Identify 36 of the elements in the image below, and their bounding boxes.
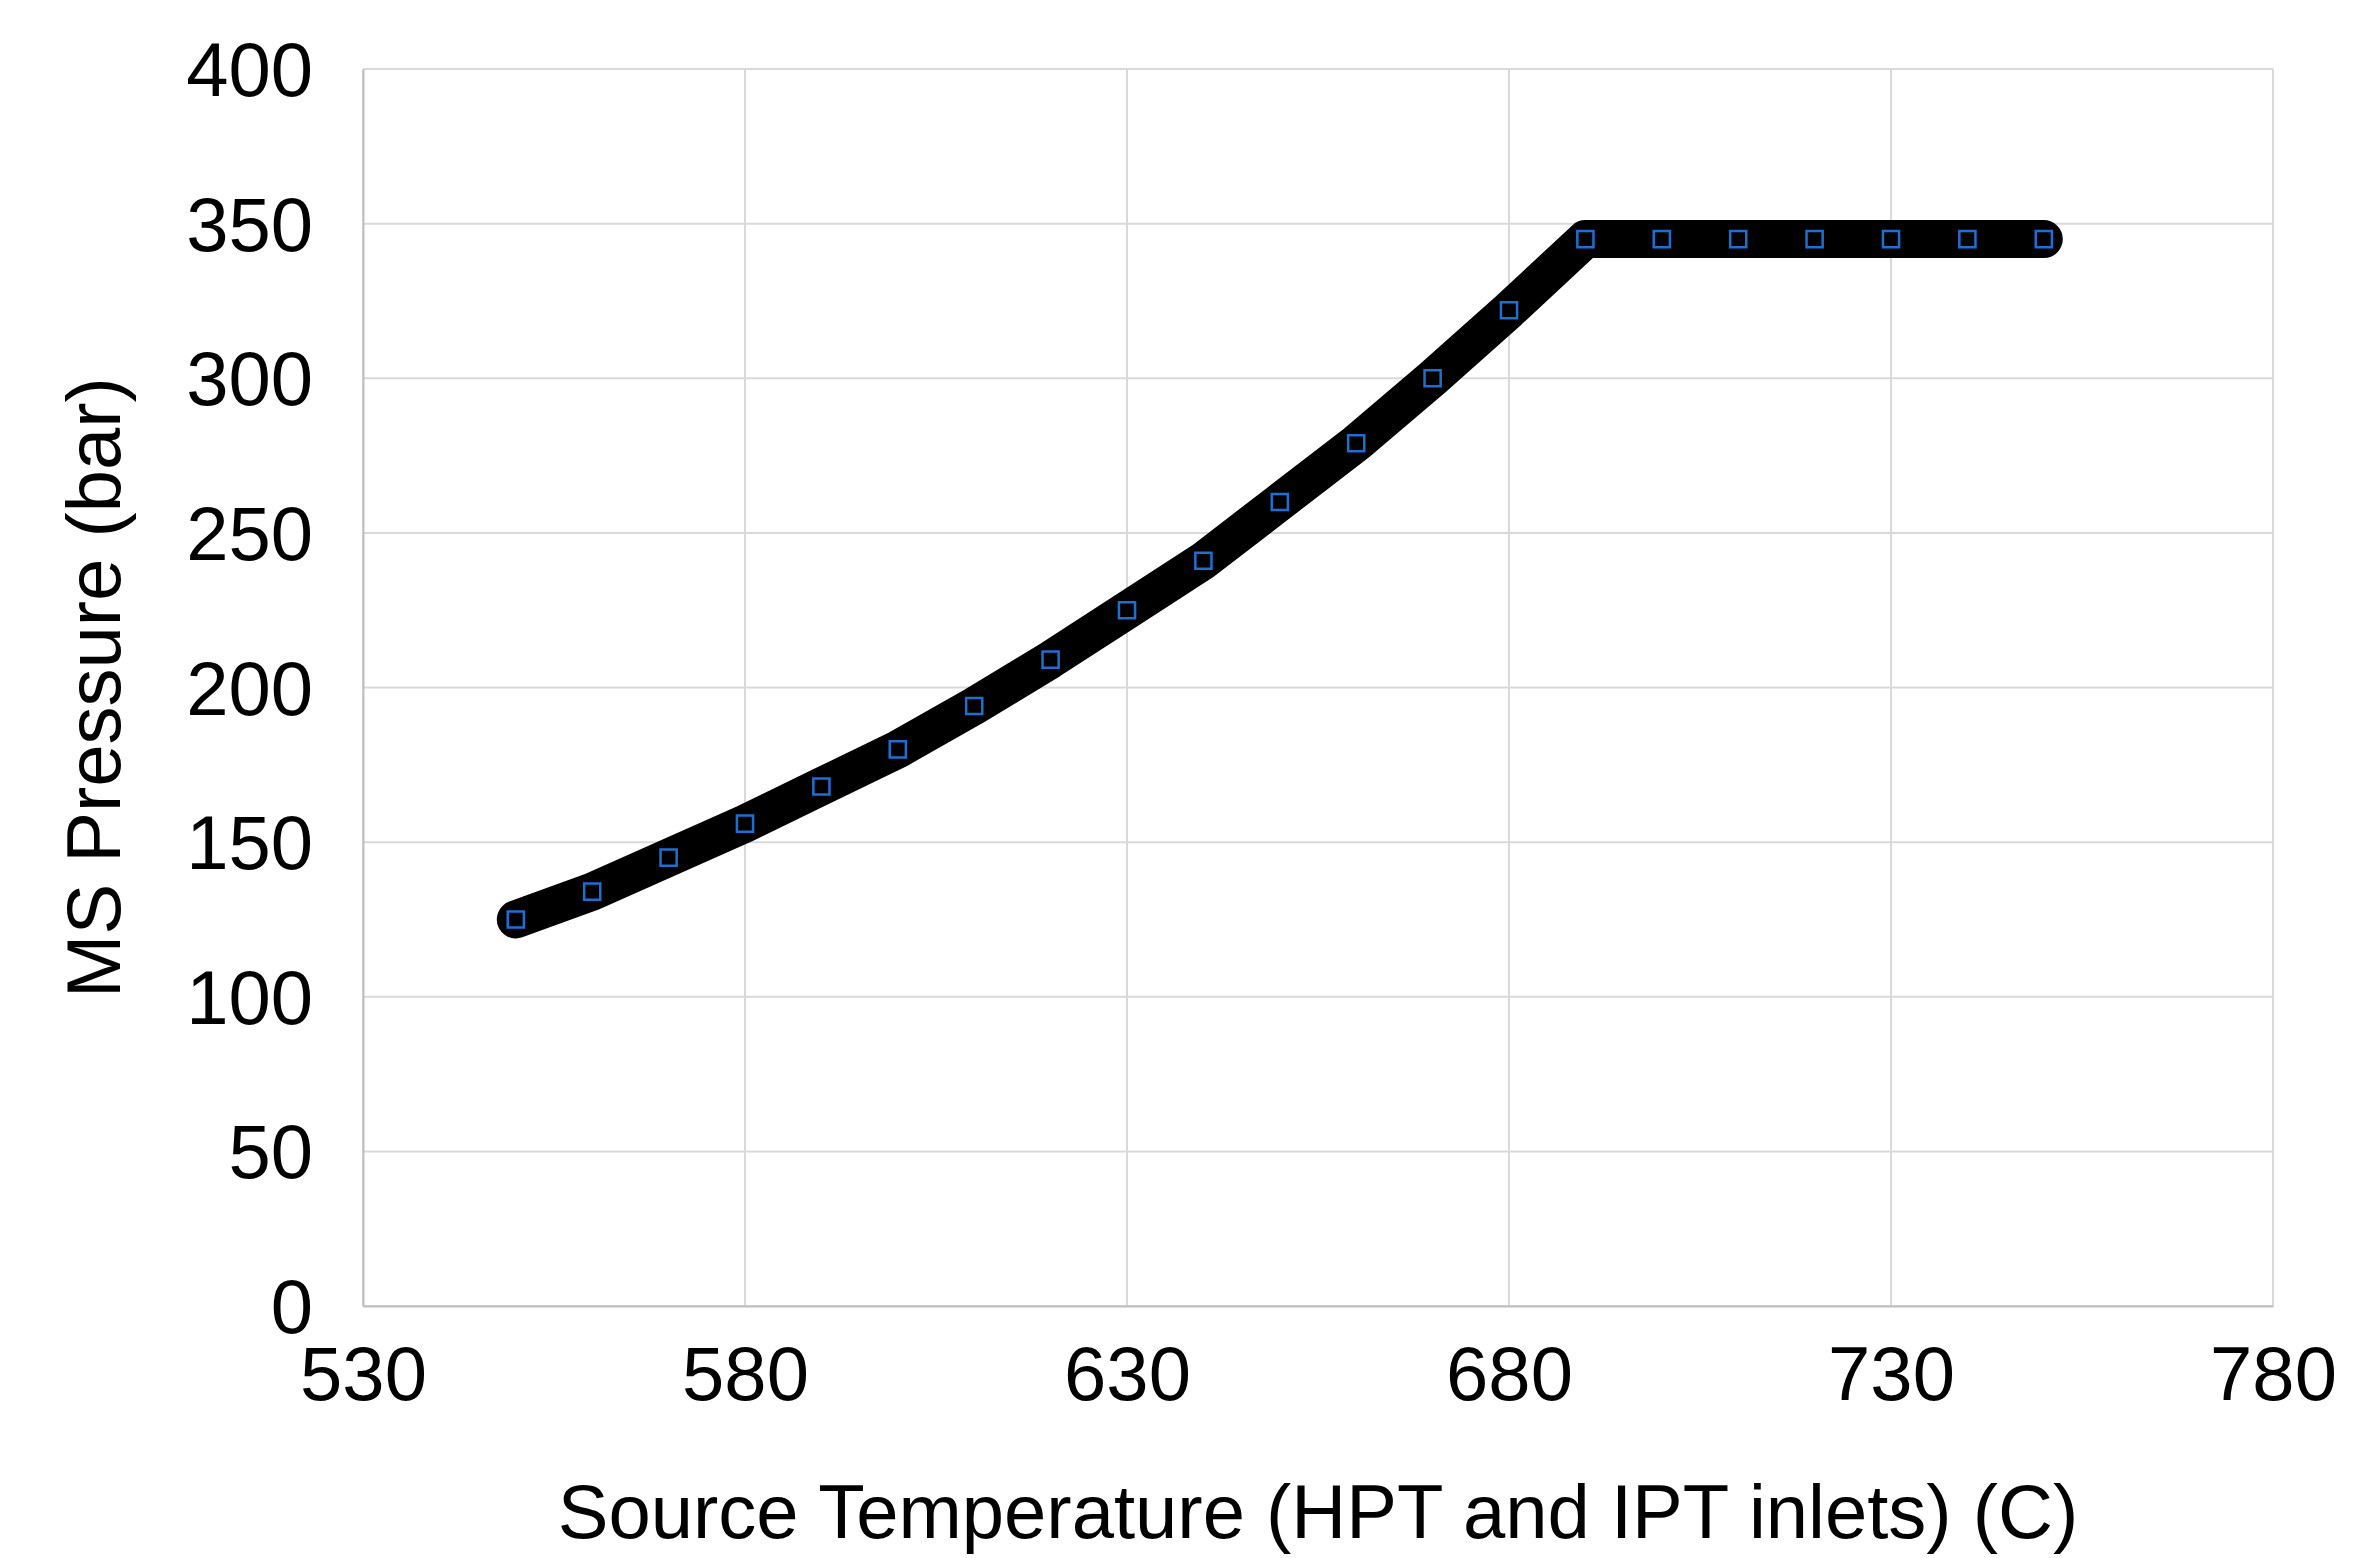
y-tick-label: 200 xyxy=(186,645,313,731)
point xyxy=(1041,650,1060,669)
x-tick-label: 680 xyxy=(1446,1330,1573,1416)
point xyxy=(1270,492,1290,512)
y-tick-label: 350 xyxy=(186,181,313,267)
y-tick-label: 150 xyxy=(186,800,313,886)
x-tick-label: 580 xyxy=(682,1330,809,1416)
point xyxy=(1117,600,1137,620)
point xyxy=(1728,229,1748,249)
x-axis-title: Source Temperature (HPT and IPT inlets) (C) xyxy=(557,1469,2079,1554)
point xyxy=(1423,368,1442,388)
point xyxy=(1576,229,1595,249)
point xyxy=(888,740,908,759)
point xyxy=(659,848,678,867)
x-tick-label: 730 xyxy=(1828,1330,1955,1416)
y-tick-label: 400 xyxy=(186,27,313,113)
y-tick-label: 50 xyxy=(228,1109,313,1195)
point xyxy=(506,910,526,929)
x-tick-label: 780 xyxy=(2210,1330,2337,1416)
y-tick-label: 300 xyxy=(186,336,313,422)
point xyxy=(1194,551,1213,571)
y-tick-label: 100 xyxy=(186,954,313,1040)
point xyxy=(1805,229,1824,249)
x-tick-label: 630 xyxy=(1064,1330,1191,1416)
y-axis-title: MS Pressure (bar) xyxy=(51,377,136,998)
point xyxy=(1499,300,1519,320)
point xyxy=(1958,229,1977,249)
point xyxy=(1652,229,1672,249)
y-tick-label: 250 xyxy=(186,490,313,576)
point xyxy=(582,882,602,901)
point xyxy=(1346,433,1366,453)
point xyxy=(2034,229,2054,249)
point xyxy=(1881,229,1901,249)
point xyxy=(812,777,831,796)
point xyxy=(735,814,755,833)
point xyxy=(964,696,984,716)
